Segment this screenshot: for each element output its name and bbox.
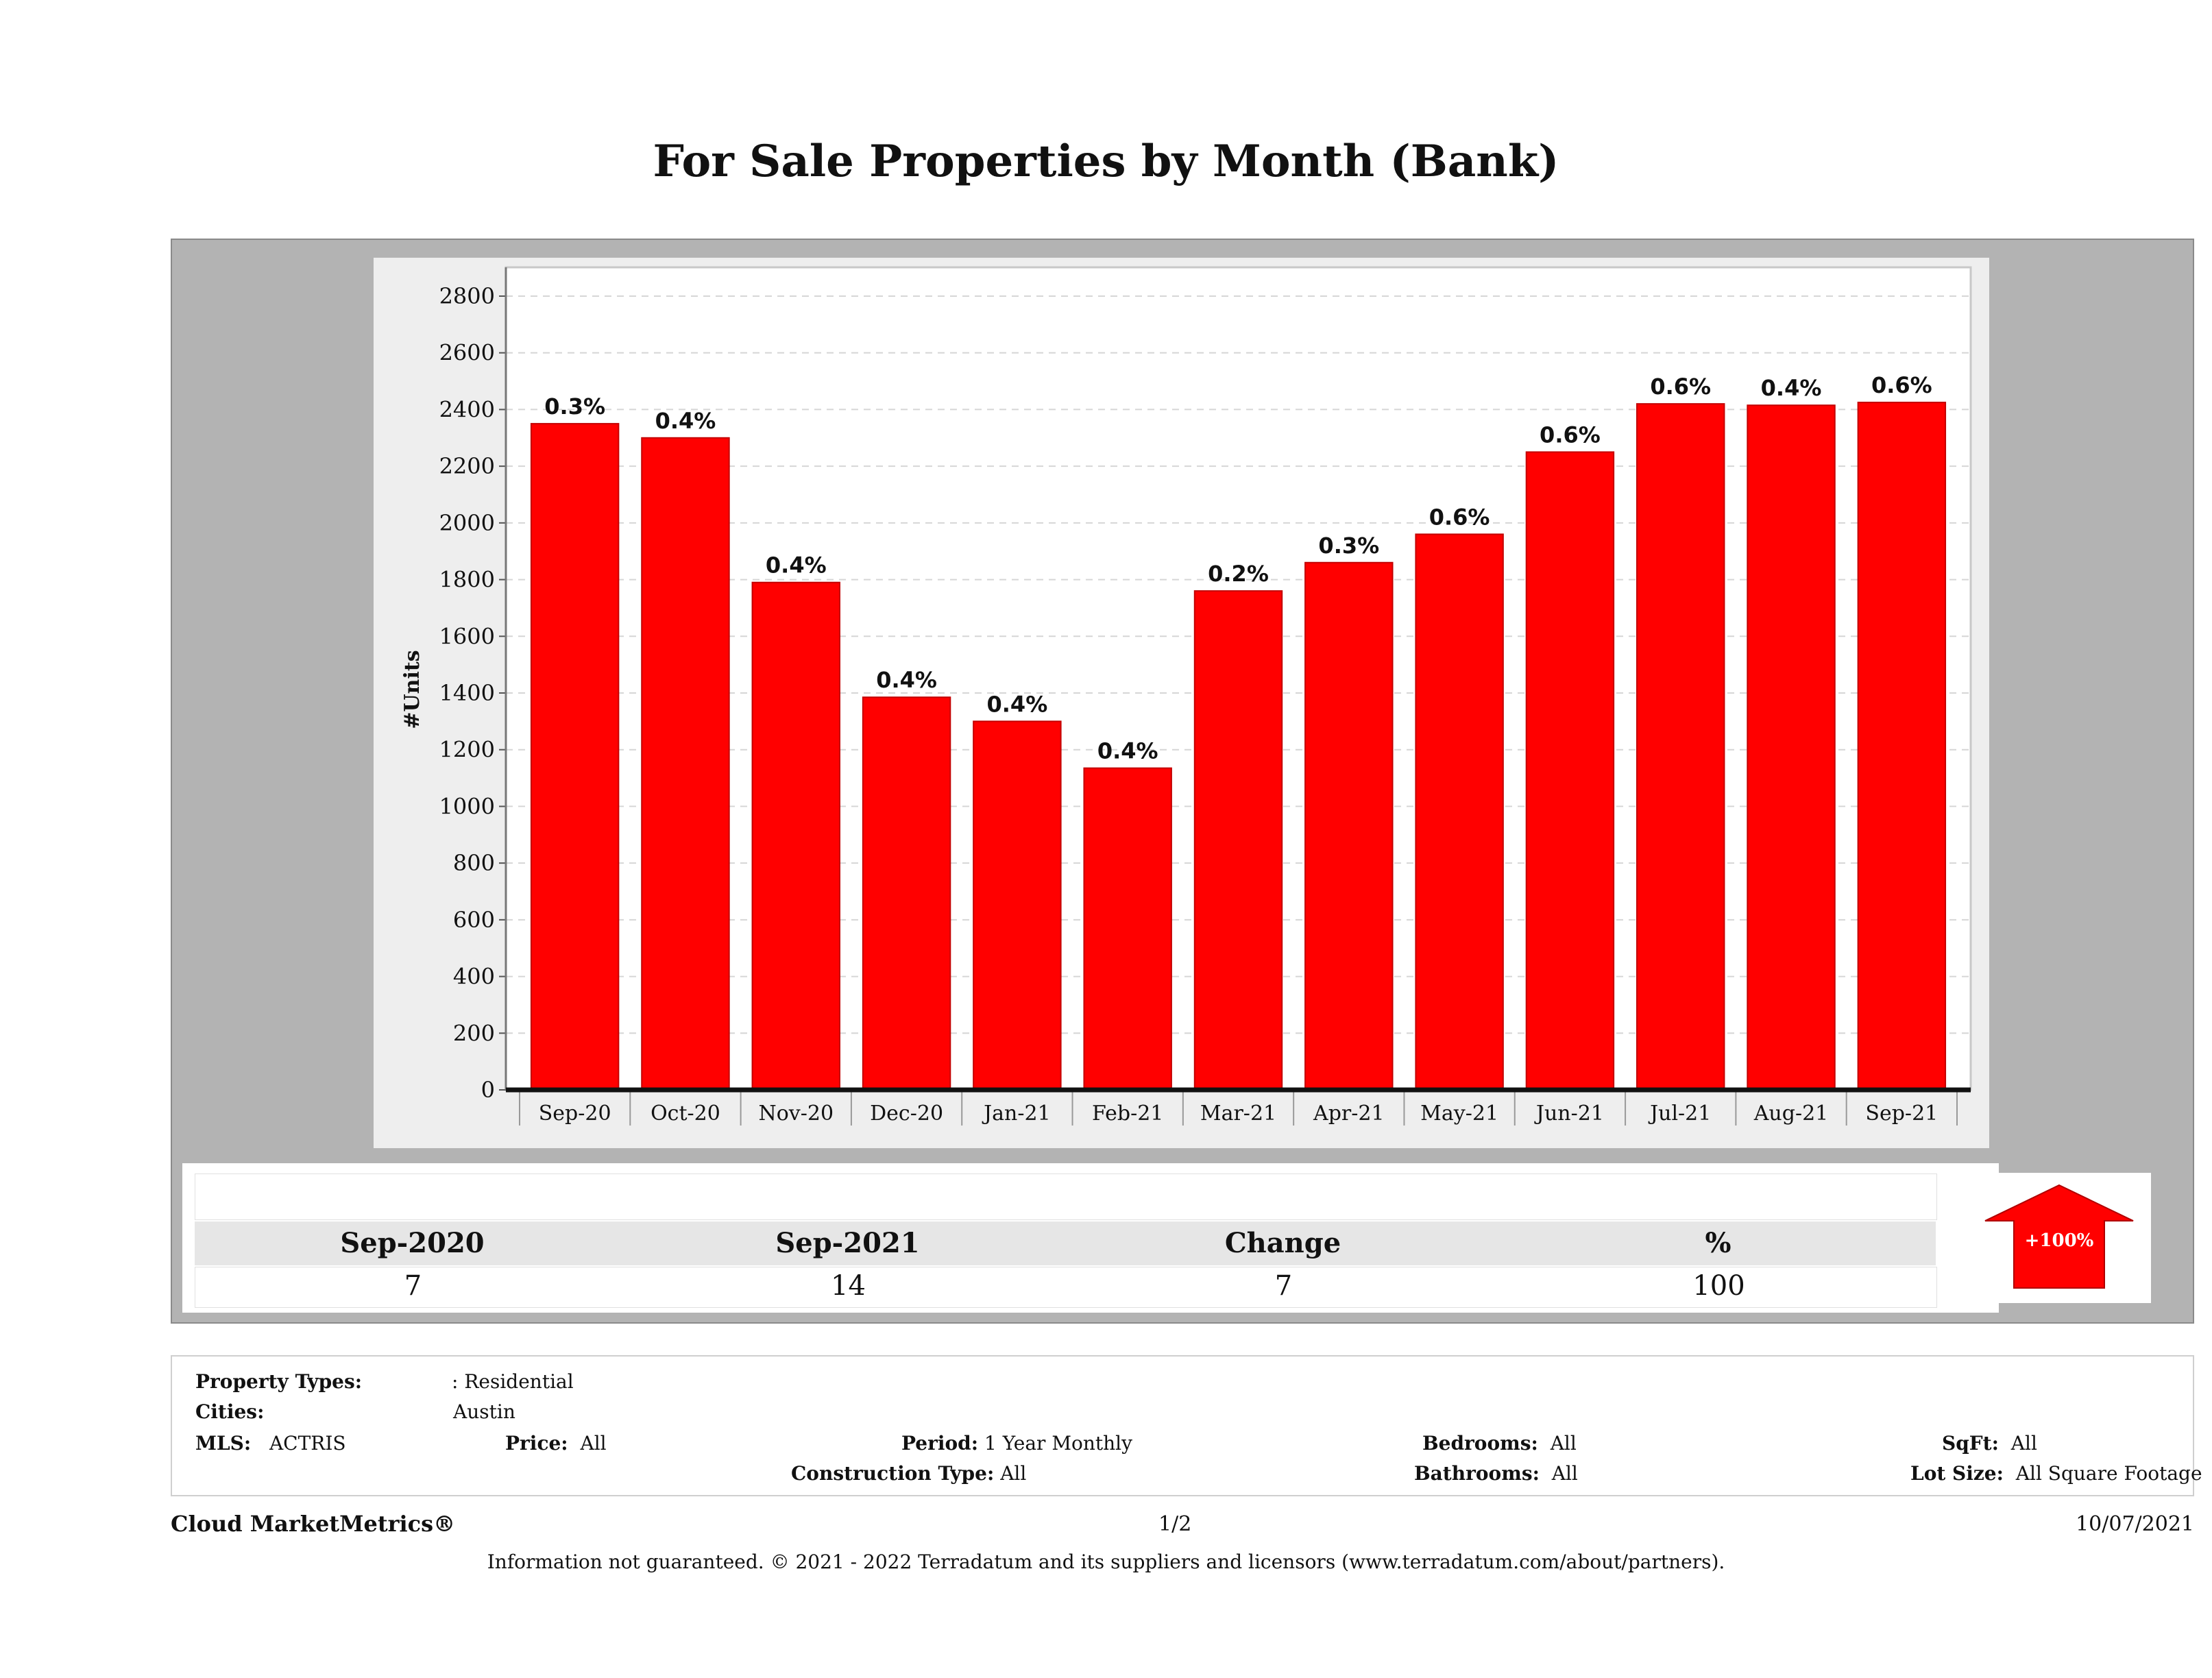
bars bbox=[530, 402, 1947, 1091]
up-arrow-icon: +100% bbox=[1984, 1184, 2134, 1289]
summary-value-end: 14 bbox=[831, 1270, 866, 1302]
x-tick-label: Nov-20 bbox=[758, 1102, 834, 1126]
report-date: 10/07/2021 bbox=[2076, 1512, 2194, 1536]
x-tick-label: Jul-21 bbox=[1648, 1102, 1711, 1126]
bar bbox=[1304, 561, 1394, 1091]
y-tick-label: 1600 bbox=[439, 623, 495, 649]
x-tick-label: Jun-21 bbox=[1534, 1102, 1604, 1126]
bathrooms-criterion: Bathrooms: All bbox=[1414, 1462, 1578, 1485]
bar bbox=[1857, 402, 1947, 1091]
x-tick-label: Feb-21 bbox=[1092, 1102, 1163, 1126]
y-tick-label: 2600 bbox=[439, 340, 495, 366]
y-tick-label: 2400 bbox=[439, 396, 495, 422]
bedrooms-criterion: Bedrooms: All bbox=[1422, 1432, 1577, 1455]
chart-title: For Sale Properties by Month (Bank) bbox=[653, 136, 1559, 187]
summary-header-row: Sep-2020 Sep-2021 Change % bbox=[195, 1221, 1936, 1265]
data-label: 0.4% bbox=[987, 691, 1048, 717]
data-label: 0.4% bbox=[655, 408, 716, 434]
x-tick-label: May-21 bbox=[1420, 1102, 1498, 1126]
cities-label: Cities: bbox=[195, 1400, 265, 1423]
bar bbox=[973, 720, 1062, 1091]
bar bbox=[1083, 767, 1172, 1091]
footer-brand: Cloud MarketMetrics® bbox=[171, 1511, 456, 1537]
bar bbox=[1747, 404, 1836, 1091]
property-types-label: Property Types: bbox=[195, 1370, 363, 1393]
bar bbox=[641, 437, 730, 1091]
x-tick-label: Sep-21 bbox=[1865, 1102, 1938, 1126]
x-tick-label: Mar-21 bbox=[1200, 1102, 1276, 1126]
summary-header-start: Sep-2020 bbox=[340, 1227, 485, 1259]
data-label: 0.3% bbox=[544, 393, 605, 420]
y-tick-label: 600 bbox=[453, 907, 495, 933]
y-tick-label: 2200 bbox=[439, 453, 495, 479]
construction-criterion: Construction Type: All bbox=[791, 1462, 1027, 1485]
summary-value-change: 7 bbox=[1274, 1270, 1293, 1302]
bar-chart: 0 200 400 600 800 1000 1200 1400 1600 1800 2000 220… bbox=[400, 266, 1972, 1126]
change-arrow-box: +100% bbox=[1967, 1173, 2151, 1303]
data-label: 0.4% bbox=[876, 667, 937, 693]
data-label: 0.6% bbox=[1650, 374, 1711, 400]
data-label: 0.4% bbox=[1097, 738, 1158, 764]
bar bbox=[1415, 533, 1504, 1091]
summary-spacer bbox=[195, 1174, 1937, 1220]
y-tick-label: 400 bbox=[453, 964, 495, 990]
cities-value: Austin bbox=[453, 1400, 515, 1423]
bar bbox=[862, 696, 951, 1091]
bar bbox=[1193, 590, 1283, 1091]
data-label: 0.4% bbox=[1761, 375, 1822, 401]
bar bbox=[530, 423, 620, 1091]
data-labels: 0.3% 0.4% 0.4% 0.4% 0.4% 0.4% 0.2% 0.3% 0.6% 0.6%… bbox=[544, 372, 1932, 764]
summary-value-percent: 100 bbox=[1692, 1270, 1745, 1302]
bar bbox=[1636, 403, 1725, 1091]
bar bbox=[751, 581, 840, 1091]
x-tick-label: Sep-20 bbox=[539, 1102, 611, 1126]
data-label: 0.6% bbox=[1540, 422, 1601, 448]
x-axis-ticks: Sep-20 Oct-20 Nov-20 Dec-20 Jan-21 Feb-21 Mar-… bbox=[506, 1087, 1971, 1126]
property-types-value: : Residential bbox=[452, 1370, 574, 1393]
x-tick-label: Oct-20 bbox=[651, 1102, 720, 1126]
summary-header-change: Change bbox=[1224, 1227, 1341, 1259]
y-axis-label: #Units bbox=[400, 650, 424, 729]
summary-value-start: 7 bbox=[404, 1270, 422, 1302]
y-tick-label: 1200 bbox=[439, 737, 495, 763]
y-tick-label: 1400 bbox=[439, 680, 495, 706]
report-criteria: Property Types: : Residential Cities: Au… bbox=[171, 1355, 2202, 1496]
summary-value-row: 7 14 7 100 bbox=[195, 1267, 1937, 1308]
y-tick-label: 800 bbox=[453, 850, 495, 876]
y-tick-label: 2800 bbox=[439, 283, 495, 309]
y-tick-label: 200 bbox=[453, 1020, 495, 1046]
y-tick-label: 1000 bbox=[439, 793, 495, 819]
summary-header-percent: % bbox=[1705, 1227, 1731, 1259]
x-tick-label: Apr-21 bbox=[1313, 1102, 1385, 1126]
data-label: 0.4% bbox=[766, 552, 827, 579]
y-tick-label: 0 bbox=[481, 1077, 495, 1103]
price-criterion: Price: All bbox=[505, 1432, 607, 1455]
x-tick-label: Aug-21 bbox=[1753, 1102, 1829, 1126]
summary-table: Sep-2020 Sep-2021 Change % 7 14 7 100 bbox=[182, 1163, 1999, 1313]
sqft-criterion: SqFt: All bbox=[1942, 1432, 2037, 1455]
y-tick-label: 2000 bbox=[439, 510, 495, 536]
period-criterion: Period: 1 Year Monthly bbox=[901, 1432, 1132, 1455]
page-number: 1/2 bbox=[1158, 1512, 1192, 1536]
lotsize-criterion: Lot Size: All Square Footage bbox=[1910, 1462, 2202, 1485]
x-tick-label: Dec-20 bbox=[870, 1102, 943, 1126]
arrow-label: +100% bbox=[2025, 1230, 2094, 1251]
mls-criterion: MLS: ACTRIS bbox=[195, 1432, 346, 1455]
bar bbox=[1525, 451, 1615, 1091]
x-tick-label: Jan-21 bbox=[982, 1102, 1051, 1126]
y-tick-label: 1800 bbox=[439, 567, 495, 593]
data-label: 0.6% bbox=[1871, 372, 1932, 398]
summary-header-end: Sep-2021 bbox=[775, 1227, 920, 1259]
y-axis-ticks: 0 200 400 600 800 1000 1200 1400 1600 1800 2000 220… bbox=[439, 267, 507, 1103]
data-label: 0.6% bbox=[1429, 504, 1490, 530]
data-label: 0.2% bbox=[1208, 561, 1269, 587]
footer-disclaimer: Information not guaranteed. © 2021 - 202… bbox=[487, 1551, 1725, 1573]
data-label: 0.3% bbox=[1318, 533, 1379, 559]
